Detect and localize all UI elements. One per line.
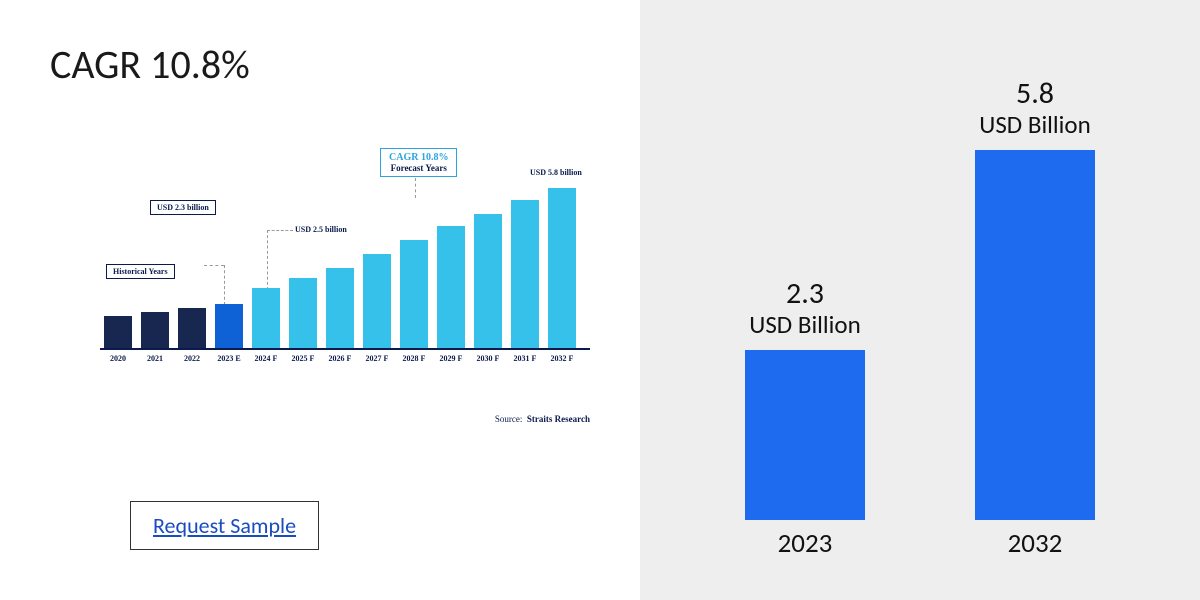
mini-bar <box>141 312 169 348</box>
mini-bar <box>289 278 317 348</box>
cagr-heading: CAGR 10.8% <box>50 40 620 89</box>
unit-text: USD Billion <box>749 311 860 340</box>
mini-bar <box>215 304 243 348</box>
mini-bar <box>511 200 539 348</box>
mini-bar <box>400 240 428 348</box>
comparison-bar-column: 5.8USD Billion <box>950 77 1120 520</box>
mini-xtick: 2026 F <box>326 354 354 363</box>
comparison-bar <box>975 150 1095 520</box>
page-root: CAGR 10.8% Historical Years USD 2.3 bill… <box>0 0 1200 600</box>
mini-xtick: 2022 <box>178 354 206 363</box>
mini-chart-plot-area: Historical Years USD 2.3 billion USD 2.5… <box>100 160 590 350</box>
mini-bar <box>104 316 132 348</box>
mini-xtick: 2032 F <box>548 354 576 363</box>
mini-bar <box>252 288 280 348</box>
mini-xtick: 2021 <box>141 354 169 363</box>
mini-bar <box>474 214 502 348</box>
mini-bar <box>178 308 206 348</box>
comparison-bar-value-label: 5.8USD Billion <box>979 77 1090 140</box>
request-sample-button[interactable]: Request Sample <box>130 501 319 550</box>
comparison-bar <box>745 350 865 520</box>
right-panel: 2.3USD Billion5.8USD Billion 20232032 <box>640 0 1200 600</box>
comparison-bar-value-label: 2.3USD Billion <box>749 277 860 340</box>
mini-xtick: 2028 F <box>400 354 428 363</box>
value-text: 2.3 <box>749 277 860 312</box>
mini-bar <box>548 188 576 348</box>
mini-xtick: 2027 F <box>363 354 391 363</box>
mini-market-chart: Historical Years USD 2.3 billion USD 2.5… <box>100 160 590 390</box>
comparison-xaxis: 2023 2032 <box>690 527 1150 560</box>
mini-xtick: 2024 F <box>252 354 280 363</box>
unit-text: USD Billion <box>979 111 1090 140</box>
mini-bars-row <box>100 158 590 348</box>
source-label: Source: <box>495 414 523 424</box>
value-text: 5.8 <box>979 77 1090 112</box>
comparison-bar-chart: 2.3USD Billion5.8USD Billion 20232032 <box>690 40 1150 560</box>
comparison-xtick: 2032 <box>950 527 1120 560</box>
mini-xtick: 2020 <box>104 354 132 363</box>
comparison-bar-column: 2.3USD Billion <box>720 277 890 520</box>
mini-bar <box>326 268 354 348</box>
mini-bar <box>437 226 465 348</box>
mini-xtick: 2023 E <box>215 354 243 363</box>
source-value: Straits Research <box>527 414 590 424</box>
mini-bar <box>363 254 391 348</box>
mini-xtick: 2029 F <box>437 354 465 363</box>
mini-xtick: 2030 F <box>474 354 502 363</box>
mini-xtick: 2031 F <box>511 354 539 363</box>
comparison-bars-row: 2.3USD Billion5.8USD Billion <box>690 80 1150 520</box>
left-panel: CAGR 10.8% Historical Years USD 2.3 bill… <box>0 0 640 600</box>
mini-xtick: 2025 F <box>289 354 317 363</box>
mini-xaxis: 2020 2021 2022 2023 E 2024 F 2025 F 2026 F 2027… <box>100 354 590 363</box>
chart-source: Source: Straits Research <box>495 414 590 424</box>
comparison-xtick: 2023 <box>720 527 890 560</box>
